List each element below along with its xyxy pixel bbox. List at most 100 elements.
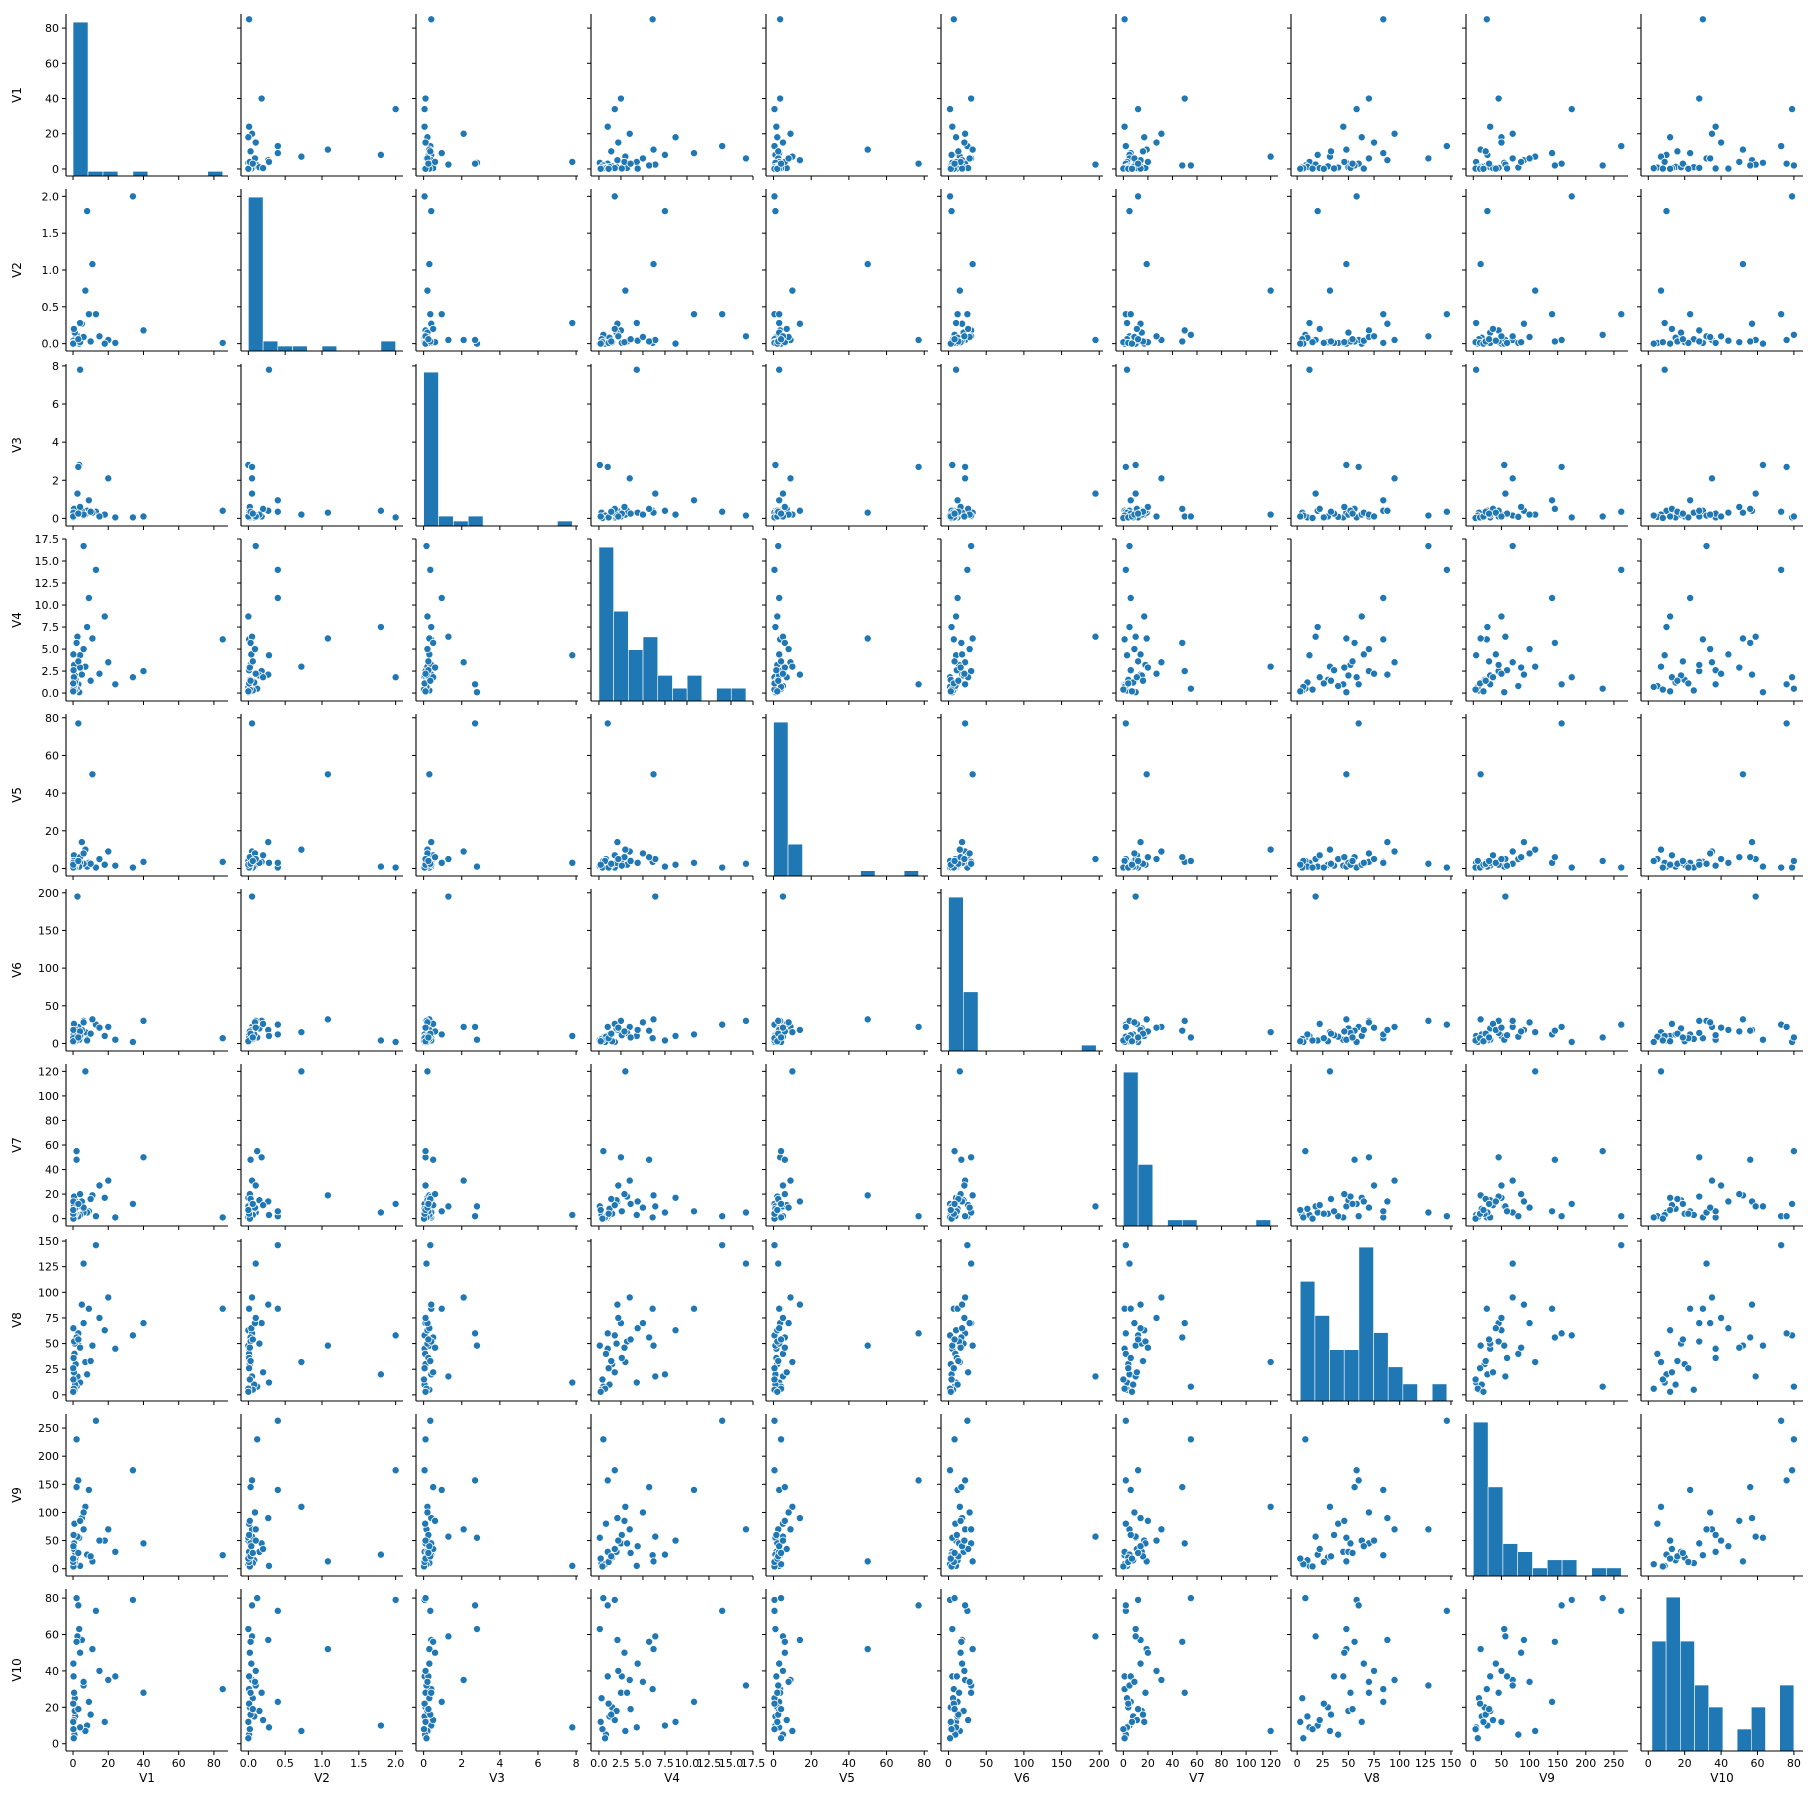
point-V8-V9-33: [1525, 1319, 1534, 1328]
y-tick-label-V4-5: 12.5: [35, 577, 60, 590]
y-tick-label-V3-1: 2: [52, 474, 59, 487]
point-V9-V6-7: [968, 1557, 977, 1566]
point-V9-V4-17: [599, 1435, 608, 1444]
point-V2-V6-10: [955, 286, 964, 295]
y-tick-label-V4-2: 5.0: [42, 643, 60, 656]
point-V5-V9-7: [1476, 770, 1485, 779]
point-V8-V4-30: [604, 1364, 613, 1373]
point-V1-V6-33: [965, 154, 974, 163]
panel-V2-V6: [937, 189, 1103, 355]
point-V7-V1-36: [74, 1199, 83, 1208]
hist-bar-V10-9: [1779, 1684, 1795, 1752]
point-V8-V4-7: [649, 1341, 658, 1350]
y-tick-label-V10-3: 60: [45, 1629, 59, 1642]
x-tick-label-V7-3: 60: [1190, 1757, 1204, 1770]
point-V8-V2-6: [273, 1241, 282, 1250]
point-V10-V6-32: [956, 1648, 965, 1657]
point-V2-V7-7: [1142, 260, 1151, 269]
panel-V8-V9: [1462, 1239, 1628, 1405]
point-V4-V2-25: [259, 673, 268, 682]
point-V4-V6-6: [963, 565, 972, 574]
point-V5-V10-36: [1678, 856, 1687, 865]
point-V3-V7-32: [1143, 502, 1152, 511]
point-V3-V4-8: [690, 496, 699, 505]
y-tick-label-V8-4: 100: [38, 1286, 59, 1299]
point-V3-V1-16: [73, 489, 82, 498]
point-V9-V2-18: [246, 1483, 255, 1492]
point-V4-V2-6: [273, 565, 282, 574]
y-tick-label-V8-0: 0: [52, 1389, 59, 1402]
point-V8-V7-31: [1127, 1387, 1136, 1396]
point-V1-V10-24: [1695, 163, 1704, 172]
point-V10-V8-5: [1357, 1717, 1366, 1726]
point-V9-V8-15: [1354, 1476, 1363, 1485]
x-tick-label-V4-5: 12.5: [697, 1757, 722, 1770]
point-V6-V9-33: [1525, 1018, 1534, 1027]
point-V8-V6-25: [964, 1368, 973, 1377]
point-V9-V3-36: [424, 1548, 433, 1557]
hist-bar-V7-0: [1123, 1071, 1139, 1227]
point-V3-V9-35: [1497, 512, 1506, 521]
point-V4-V10-36: [1678, 657, 1687, 666]
point-V9-V8-32: [1340, 1516, 1349, 1525]
point-V3-V5-16: [778, 489, 787, 498]
point-V7-V1-18: [72, 1155, 81, 1164]
point-V8-V10-24: [1695, 1337, 1704, 1346]
point-V1-V10-4: [1707, 129, 1716, 138]
point-V6-V4-11: [741, 1016, 750, 1025]
point-V5-V10-26: [1649, 856, 1658, 865]
point-V7-V4-7: [649, 1191, 658, 1200]
x-tick-label-V5-3: 60: [880, 1757, 894, 1770]
point-V6-V4-16: [651, 892, 660, 901]
point-V4-V10-32: [1735, 663, 1744, 672]
point-V4-V10-13: [1660, 651, 1669, 660]
point-V9-V10-16: [1751, 1532, 1760, 1541]
hist-bar-V5-1: [787, 843, 803, 877]
point-V4-V1-34: [86, 676, 95, 685]
point-V7-V1-0: [218, 1213, 227, 1222]
point-V2-V1-35: [95, 332, 104, 341]
point-V5-V6-12: [958, 838, 967, 847]
point-V3-V4-9: [660, 506, 669, 515]
point-V7-V8-35: [1370, 1181, 1379, 1190]
point-V1-V7-2: [1134, 105, 1143, 114]
x-tick-label-V7-6: 120: [1260, 1757, 1281, 1770]
hist-bar-V8-6: [1387, 1366, 1404, 1402]
point-V10-V8-4: [1390, 1676, 1399, 1685]
point-V9-V4-32: [620, 1516, 629, 1525]
point-V9-V3-15: [471, 1476, 480, 1485]
point-V4-V10-16: [1751, 632, 1760, 641]
point-V3-V1-36: [74, 509, 83, 518]
point-V10-V1-30: [69, 1699, 78, 1708]
hist-bar-V3-1: [438, 515, 454, 527]
point-V4-V6-36: [950, 657, 959, 666]
point-V7-V6-16: [1091, 1202, 1100, 1211]
point-V9-V4-11: [741, 1525, 750, 1534]
point-V10-V9-15: [1557, 1601, 1566, 1610]
point-V6-V3-16: [444, 892, 453, 901]
point-V4-V2-11: [251, 542, 260, 551]
y-axis-label-V2: V2: [10, 262, 24, 278]
point-V4-V2-31: [244, 687, 253, 696]
point-V8-V4-5: [671, 1326, 680, 1335]
point-V6-V4-8: [690, 1030, 699, 1039]
point-V8-V5-35: [778, 1313, 787, 1322]
hist-bar-V10-4: [1708, 1706, 1724, 1752]
point-V3-V8-36: [1348, 509, 1357, 518]
point-V7-V2-1: [257, 1153, 266, 1162]
point-V10-V5-14: [771, 1625, 780, 1634]
point-V4-V3-18: [429, 638, 438, 647]
point-V2-V10-32: [1735, 338, 1744, 347]
x-tick-label-V9-0: 0: [1470, 1757, 1477, 1770]
point-V1-V8-31: [1296, 164, 1305, 173]
point-V1-V4-1: [616, 94, 625, 103]
point-V9-V10-32: [1735, 1516, 1744, 1525]
point-V1-V7-34: [1139, 147, 1148, 156]
point-V7-V4-6: [718, 1212, 727, 1221]
point-V9-V1-31: [69, 1554, 78, 1563]
point-V9-V7-27: [1126, 1530, 1135, 1539]
panel-V2-V4: [587, 189, 754, 355]
point-V3-V5-32: [780, 502, 789, 511]
